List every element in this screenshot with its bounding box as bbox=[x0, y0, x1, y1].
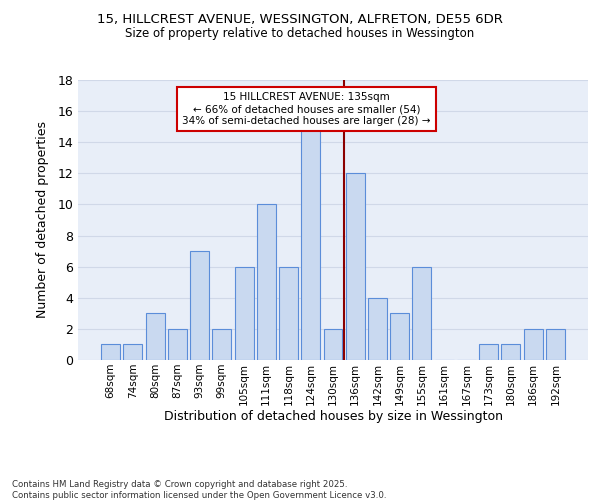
Text: Contains HM Land Registry data © Crown copyright and database right 2025.
Contai: Contains HM Land Registry data © Crown c… bbox=[12, 480, 386, 500]
Bar bbox=[279, 266, 298, 360]
X-axis label: Distribution of detached houses by size in Wessington: Distribution of detached houses by size … bbox=[163, 410, 503, 424]
Bar bbox=[257, 204, 276, 360]
Text: Size of property relative to detached houses in Wessington: Size of property relative to detached ho… bbox=[125, 28, 475, 40]
Bar bbox=[479, 344, 498, 360]
Bar bbox=[301, 126, 320, 360]
Bar bbox=[124, 344, 142, 360]
Bar bbox=[146, 314, 164, 360]
Bar bbox=[502, 344, 520, 360]
Bar bbox=[212, 329, 231, 360]
Bar bbox=[524, 329, 542, 360]
Bar bbox=[235, 266, 254, 360]
Text: 15 HILLCREST AVENUE: 135sqm
← 66% of detached houses are smaller (54)
34% of sem: 15 HILLCREST AVENUE: 135sqm ← 66% of det… bbox=[182, 92, 431, 126]
Text: 15, HILLCREST AVENUE, WESSINGTON, ALFRETON, DE55 6DR: 15, HILLCREST AVENUE, WESSINGTON, ALFRET… bbox=[97, 12, 503, 26]
Y-axis label: Number of detached properties: Number of detached properties bbox=[36, 122, 49, 318]
Bar bbox=[346, 174, 365, 360]
Bar bbox=[390, 314, 409, 360]
Bar bbox=[101, 344, 120, 360]
Bar bbox=[190, 251, 209, 360]
Bar bbox=[412, 266, 431, 360]
Bar bbox=[546, 329, 565, 360]
Bar bbox=[368, 298, 387, 360]
Bar bbox=[168, 329, 187, 360]
Bar bbox=[323, 329, 343, 360]
